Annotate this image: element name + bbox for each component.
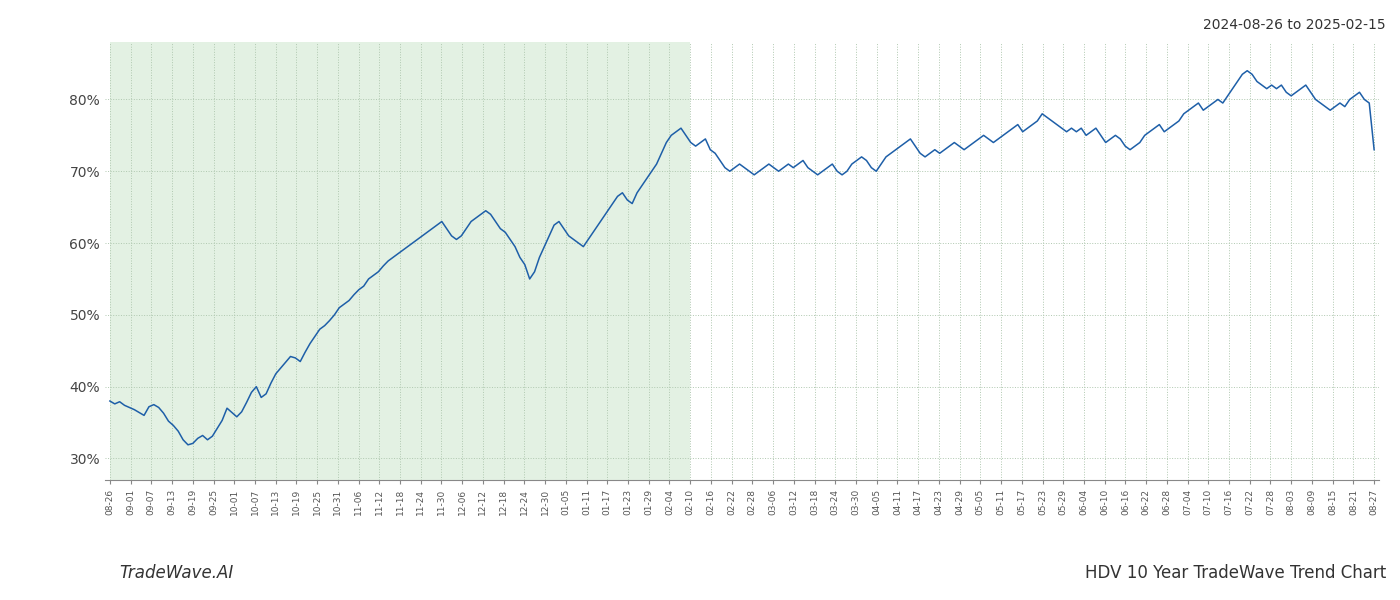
Bar <box>109 42 690 480</box>
Text: HDV 10 Year TradeWave Trend Chart: HDV 10 Year TradeWave Trend Chart <box>1085 564 1386 582</box>
Text: TradeWave.AI: TradeWave.AI <box>119 564 234 582</box>
Text: 2024-08-26 to 2025-02-15: 2024-08-26 to 2025-02-15 <box>1204 18 1386 32</box>
